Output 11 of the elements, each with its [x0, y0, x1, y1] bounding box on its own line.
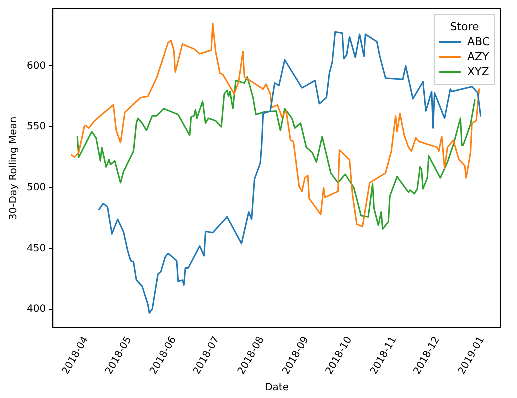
y-axis-title: 30-Day Rolling Mean — [8, 116, 20, 220]
legend-label: ABC — [467, 35, 490, 48]
y-tick-label: 450 — [26, 243, 46, 254]
legend-label: AZY — [467, 50, 490, 64]
legend-title: Store — [450, 20, 480, 34]
y-tick-label: 550 — [26, 122, 46, 133]
legend-label: XYZ — [467, 65, 490, 78]
y-tick-label: 500 — [26, 182, 46, 194]
y-tick-label: 600 — [26, 60, 46, 72]
x-axis-title: Date — [265, 382, 289, 394]
y-tick-label: 400 — [26, 304, 46, 316]
